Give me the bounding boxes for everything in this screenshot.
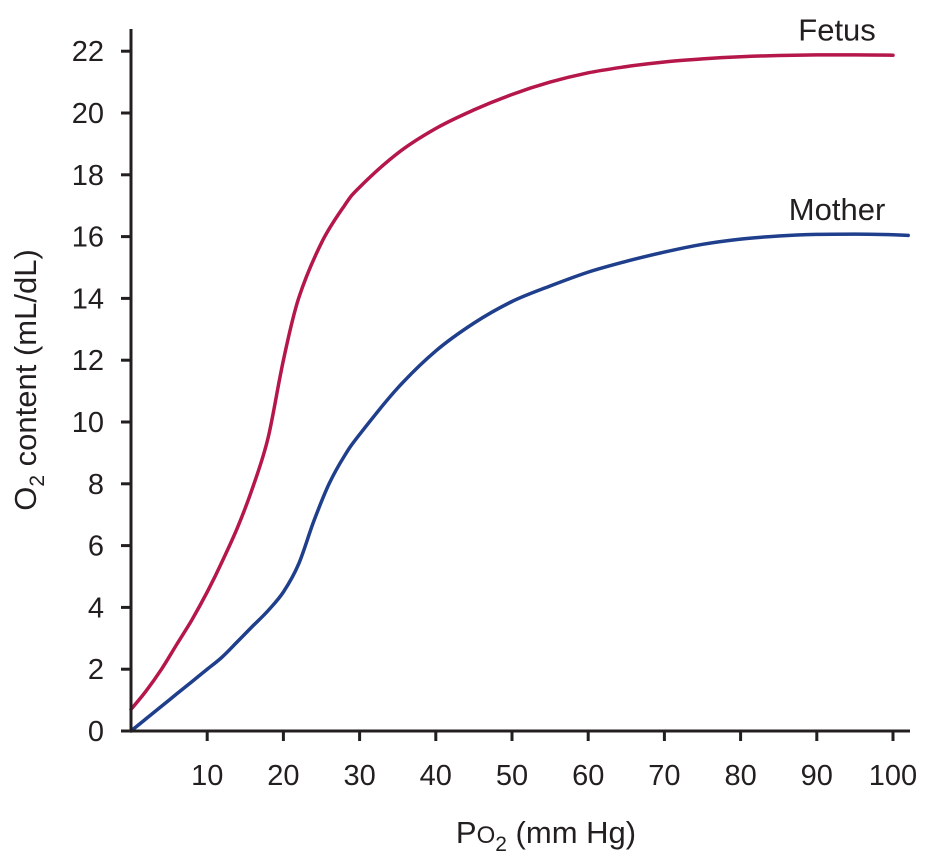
series-label-fetus: Fetus bbox=[798, 13, 876, 48]
y-tick-label: 4 bbox=[88, 592, 104, 624]
x-tick-label: 90 bbox=[801, 760, 833, 792]
y-tick-label: 22 bbox=[72, 36, 104, 68]
series-line-fetus bbox=[129, 53, 895, 712]
y-tick-label: 10 bbox=[72, 407, 104, 439]
x-tick-label: 20 bbox=[267, 760, 299, 792]
y-tick-label: 14 bbox=[72, 283, 104, 315]
x-axis-title-o: O bbox=[477, 822, 496, 849]
series-label-mother: Mother bbox=[789, 192, 885, 227]
x-tick-label: 10 bbox=[191, 760, 223, 792]
x-axis-title-unit: (mm Hg) bbox=[507, 815, 636, 850]
y-axis-title: O2 content (mL/dL) bbox=[8, 249, 49, 511]
x-tick-label: 80 bbox=[724, 760, 756, 792]
y-tick-label: 8 bbox=[88, 469, 104, 501]
y-axis-ticks: 0 2 4 6 8 10 12 14 16 18 20 22 bbox=[72, 36, 131, 748]
x-tick-label: 40 bbox=[420, 760, 452, 792]
x-axis-title-subscript: 2 bbox=[495, 833, 507, 856]
y-tick-label: 0 bbox=[88, 716, 104, 748]
x-tick-label: 50 bbox=[496, 760, 528, 792]
y-tick-label: 6 bbox=[88, 531, 104, 563]
series-line-mother bbox=[129, 232, 910, 733]
x-axis-title-main: P bbox=[456, 815, 477, 850]
x-tick-label: 100 bbox=[869, 760, 917, 792]
y-axis-title-unit: content (mL/dL) bbox=[8, 249, 43, 475]
x-axis-title: PO2 (mm Hg) bbox=[456, 815, 636, 856]
y-tick-label: 20 bbox=[72, 98, 104, 130]
y-tick-label: 18 bbox=[72, 160, 104, 192]
series-labels: Fetus Mother bbox=[789, 13, 885, 227]
x-tick-label: 30 bbox=[343, 760, 375, 792]
y-axis-title-subscript: 2 bbox=[26, 475, 49, 487]
y-tick-label: 16 bbox=[72, 222, 104, 254]
x-tick-label: 70 bbox=[648, 760, 680, 792]
y-tick-label: 2 bbox=[88, 654, 104, 686]
y-axis-title-main: O bbox=[8, 487, 43, 511]
x-tick-label: 60 bbox=[572, 760, 604, 792]
curves bbox=[129, 53, 910, 733]
y-tick-label: 12 bbox=[72, 345, 104, 377]
x-axis-ticks: 10 20 30 40 50 60 70 80 90 100 bbox=[191, 731, 917, 792]
axes-lines bbox=[129, 29, 910, 733]
